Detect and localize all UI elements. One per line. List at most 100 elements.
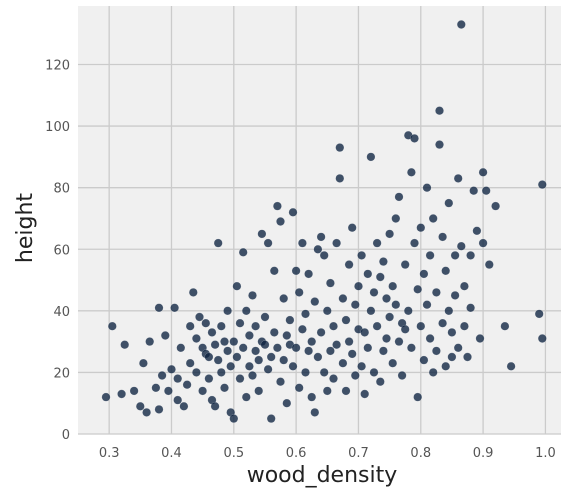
- data-point: [450, 290, 460, 300]
- data-point: [310, 407, 320, 417]
- data-point: [491, 201, 501, 211]
- data-point: [266, 414, 276, 424]
- data-point: [135, 401, 145, 411]
- data-point: [419, 355, 429, 365]
- data-point: [167, 364, 176, 374]
- data-point: [416, 321, 426, 331]
- data-point: [431, 346, 441, 356]
- data-point: [338, 358, 348, 368]
- data-point: [391, 300, 401, 310]
- data-point: [201, 318, 211, 328]
- data-point: [173, 374, 183, 384]
- data-point: [425, 250, 435, 260]
- data-point: [213, 238, 223, 248]
- data-point: [285, 315, 295, 325]
- data-point: [235, 318, 245, 328]
- data-point: [478, 167, 488, 177]
- x-tick-label: 1.0: [535, 446, 556, 461]
- data-point: [537, 334, 547, 343]
- data-point: [248, 371, 257, 380]
- y-tick-label: 60: [53, 243, 70, 258]
- data-point: [400, 260, 410, 270]
- data-point: [435, 140, 444, 150]
- data-point: [216, 321, 226, 331]
- data-point: [307, 392, 317, 402]
- data-point: [223, 306, 233, 316]
- data-point: [453, 173, 463, 183]
- data-point: [226, 361, 236, 371]
- data-point: [157, 371, 167, 380]
- data-point: [260, 340, 270, 350]
- data-point: [223, 346, 233, 356]
- data-point: [391, 214, 401, 223]
- data-point: [431, 287, 441, 297]
- data-point: [363, 269, 373, 279]
- x-axis-title: wood_density: [247, 463, 398, 488]
- data-point: [375, 377, 385, 387]
- data-point: [266, 352, 276, 362]
- data-point: [251, 346, 261, 356]
- data-point: [438, 232, 448, 242]
- data-point: [319, 367, 329, 377]
- data-point: [372, 321, 382, 331]
- data-point: [313, 352, 323, 362]
- data-point: [304, 269, 314, 279]
- data-point: [444, 306, 454, 316]
- data-point: [232, 281, 242, 291]
- data-point: [329, 374, 338, 384]
- data-point: [341, 386, 351, 396]
- data-point: [176, 343, 186, 353]
- data-point: [251, 321, 261, 331]
- data-point: [319, 250, 329, 260]
- data-point: [179, 401, 189, 411]
- data-point: [279, 355, 289, 365]
- data-point: [341, 315, 351, 325]
- data-point: [366, 152, 376, 162]
- data-point: [257, 229, 267, 239]
- data-point: [413, 392, 423, 402]
- plot-area: [78, 6, 561, 434]
- data-point: [204, 352, 214, 362]
- data-point: [360, 389, 370, 399]
- data-point: [363, 343, 373, 353]
- x-tick-label: 0.4: [161, 446, 182, 461]
- data-point: [441, 361, 451, 371]
- data-point: [534, 309, 544, 319]
- data-point: [350, 371, 360, 380]
- data-point: [366, 306, 376, 316]
- data-point: [307, 337, 317, 347]
- data-point: [338, 294, 348, 303]
- data-point: [447, 327, 457, 337]
- data-point: [117, 389, 127, 399]
- data-point: [382, 294, 391, 303]
- data-point: [297, 324, 307, 334]
- data-point: [385, 312, 395, 322]
- data-point: [279, 294, 289, 303]
- data-point: [316, 232, 326, 242]
- data-point: [435, 106, 444, 116]
- data-point: [291, 343, 301, 353]
- data-point: [410, 133, 419, 143]
- data-point: [151, 383, 161, 393]
- data-point: [466, 303, 476, 313]
- data-point: [235, 374, 245, 384]
- data-point: [185, 358, 195, 368]
- data-point: [360, 327, 370, 337]
- y-tick-label: 120: [45, 59, 70, 74]
- y-tick-label: 100: [45, 120, 70, 135]
- data-point: [325, 278, 335, 288]
- data-point: [406, 343, 416, 353]
- data-point: [294, 383, 304, 393]
- data-point: [394, 192, 404, 202]
- data-point: [220, 337, 229, 347]
- data-point: [229, 414, 239, 424]
- data-point: [244, 361, 254, 371]
- data-point: [369, 367, 379, 377]
- data-point: [500, 321, 510, 331]
- data-point: [335, 173, 345, 183]
- data-point: [537, 180, 547, 190]
- data-point: [332, 238, 342, 248]
- data-point: [198, 386, 208, 396]
- data-point: [248, 290, 257, 300]
